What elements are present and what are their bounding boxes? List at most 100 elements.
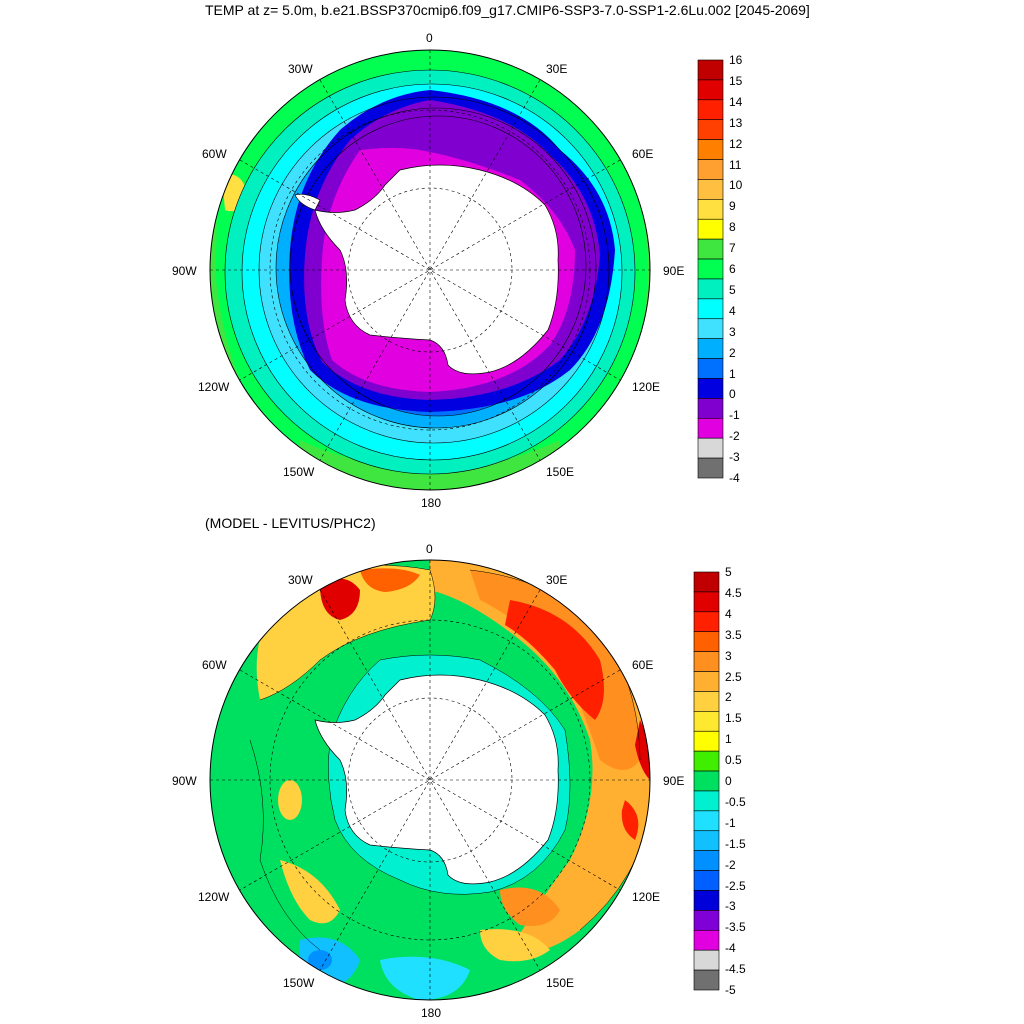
bottom-hot-east-core <box>470 570 640 770</box>
top-colorbar-box <box>697 59 724 81</box>
top-lon-label-90e: 90E <box>663 264 685 278</box>
top-colorbar-box <box>697 358 724 379</box>
bottom-colorbar-box <box>693 611 720 633</box>
bottom-lon-label-0: 0 <box>426 542 433 556</box>
top-colorbar-tick-label: 11 <box>729 157 742 172</box>
bottom-colorbar-box <box>693 770 720 792</box>
bottom-colorbar-tick-label: 3 <box>725 648 732 663</box>
top-lon-label-30w: 30W <box>288 62 313 76</box>
top-lon-label-120w: 120W <box>198 380 230 394</box>
bottom-lon-label-150w: 150W <box>283 976 315 990</box>
top-lon-label-60w: 60W <box>202 147 227 161</box>
bottom-colorbar-box <box>693 890 720 911</box>
bottom-colorbar-box <box>693 591 720 613</box>
top-colorbar-box <box>697 238 724 260</box>
top-colorbar-tick-label: 12 <box>729 136 743 151</box>
top-lon-label-30e: 30E <box>546 62 568 76</box>
top-colorbar-box <box>697 378 724 399</box>
bottom-colorbar-box <box>693 870 720 891</box>
top-colorbar-box <box>697 398 724 419</box>
bottom-lon-label-120w: 120W <box>198 890 230 904</box>
bottom-colorbar-box <box>693 790 720 812</box>
bottom-warm-patch-90w <box>278 780 302 820</box>
bottom-colorbar-tick-label: -2 <box>725 857 736 872</box>
top-map-boundary <box>209 49 651 491</box>
top-colorbar-tick-label: 4 <box>729 303 736 318</box>
bottom-colorbar-box <box>693 830 720 851</box>
bottom-colorbar-box <box>693 671 720 692</box>
bottom-colorbar-tick-label: -1.5 <box>725 836 746 851</box>
bottom-colorbar-tick-label: -2.5 <box>725 878 746 893</box>
top-colorbar-tick-label: -3 <box>729 450 740 465</box>
bottom-colorbar-tick-label: 3.5 <box>725 627 742 642</box>
top-colorbar-box <box>697 298 724 320</box>
bottom-colorbar-box <box>693 750 720 772</box>
bottom-colorbar-tick-label: 2 <box>725 690 732 705</box>
bottom-colorbar-box <box>693 730 720 752</box>
bottom-colorbar-tick-label: 0 <box>725 774 732 788</box>
top-antarctica-landmass <box>314 164 559 375</box>
top-colorbar-tick-label: -2 <box>729 429 740 444</box>
bottom-colorbar-tick-label: -0.5 <box>725 794 746 809</box>
top-colorbar <box>697 59 724 479</box>
top-colorbar-tick-label: 5 <box>729 282 736 297</box>
top-colorbar-box <box>697 99 724 121</box>
bottom-lon-label-150e: 150E <box>546 976 575 990</box>
top-lon-label-60e: 60E <box>632 147 654 161</box>
top-colorbar-tick-label: 9 <box>729 199 736 214</box>
top-colorbar-box <box>697 318 724 339</box>
top-colorbar-box <box>697 278 724 300</box>
bottom-hot-patch-30w <box>320 578 360 620</box>
bottom-colorbar-tick-label: 5 <box>725 565 732 579</box>
bottom-colorbar-tick-label: 4 <box>725 606 732 621</box>
top-lon-label-150w: 150W <box>283 465 315 479</box>
bottom-colorbar-tick-label: 2.5 <box>725 669 742 684</box>
top-colorbar-tick-label: 14 <box>729 94 743 109</box>
bottom-colorbar-tick-label: 0.5 <box>725 753 742 768</box>
top-colorbar-box <box>697 179 724 200</box>
bottom-colorbar-box <box>693 571 720 593</box>
top-colorbar-tick-label: 2 <box>729 345 736 360</box>
bottom-colorbar-tick-label: -3 <box>725 899 736 914</box>
top-colorbar-tick-label: 8 <box>729 220 736 235</box>
top-colorbar-tick-label: 0 <box>729 387 736 402</box>
top-lon-label-120e: 120E <box>632 380 661 394</box>
bottom-map-title: (MODEL - LEVITUS/PHC2) <box>205 515 376 531</box>
top-colorbar-tick-label: 3 <box>729 324 736 339</box>
top-lon-label-180: 180 <box>421 496 442 510</box>
bottom-colorbar-box <box>693 949 720 971</box>
bottom-colorbar-tick-label: 1.5 <box>725 711 742 726</box>
top-colorbar-box <box>697 417 724 439</box>
bottom-colorbar-box <box>693 711 720 732</box>
bottom-map-boundary <box>209 559 651 1001</box>
bottom-lon-label-180: 180 <box>421 1006 442 1020</box>
top-colorbar-box <box>697 218 724 240</box>
bottom-lon-label-60e: 60E <box>632 658 654 672</box>
bottom-lon-label-90w: 90W <box>172 774 197 788</box>
top-graticule <box>210 50 650 490</box>
bottom-colorbar-box <box>693 910 720 931</box>
bottom-colorbar-box <box>693 810 720 832</box>
top-colorbar-box <box>697 139 724 160</box>
top-colorbar-tick-label: -1 <box>729 408 740 423</box>
top-colorbar-tick-label: -4 <box>729 471 740 485</box>
top-colorbar-box <box>697 258 724 280</box>
bottom-lon-label-30e: 30E <box>546 573 568 587</box>
top-colorbar-tick-label: 15 <box>729 73 743 88</box>
top-colorbar-tick-label: 10 <box>729 178 743 193</box>
top-lon-label-0: 0 <box>426 31 433 45</box>
top-colorbar-tick-label: 16 <box>729 53 743 67</box>
bottom-hottest-east-core <box>505 600 604 720</box>
bottom-colorbar-box <box>693 691 720 712</box>
top-lon-label-90w: 90W <box>172 264 197 278</box>
top-colorbar-tick-label: 1 <box>729 366 736 381</box>
bottom-colorbar-box <box>693 969 720 991</box>
bottom-colorbar-tick-label: -4.5 <box>725 962 746 977</box>
bottom-colorbar-tick-label: -3.5 <box>725 920 746 935</box>
bottom-lon-label-60w: 60W <box>202 658 227 672</box>
top-colorbar-box <box>697 119 724 140</box>
top-colorbar-box <box>697 159 724 180</box>
bottom-lon-label-30w: 30W <box>288 573 313 587</box>
bottom-lon-label-120e: 120E <box>632 890 661 904</box>
